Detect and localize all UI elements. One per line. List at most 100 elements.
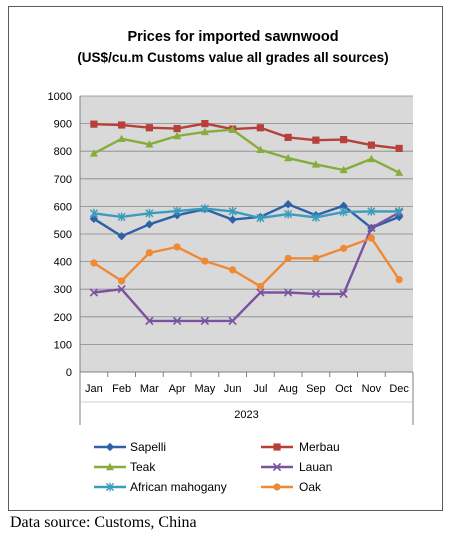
data-point-african-mahogany [145, 208, 154, 218]
data-point-merbau [90, 120, 98, 128]
legend-swatch-marker [273, 483, 281, 491]
y-axis-tick-labels: 0 100 200 300 400 500 600 700 800 900 1000 [48, 91, 72, 379]
data-point-african-mahogany [173, 206, 182, 216]
legend-label: Lauan [299, 460, 332, 474]
data-point-merbau [256, 124, 264, 132]
series-line-teak [93, 128, 400, 174]
series-lines [89, 120, 404, 326]
data-point-sapelli [145, 220, 154, 229]
y-tick-label: 600 [54, 201, 72, 213]
x-tick-label: Jul [253, 383, 267, 395]
legend-label: Sapelli [130, 440, 166, 454]
y-tick-label: 700 [54, 174, 72, 186]
legend-item-lauan: Lauan [261, 460, 332, 474]
data-point-teak [256, 145, 265, 154]
data-point-teak [117, 134, 126, 142]
data-point-teak [200, 127, 209, 136]
legend: Sapelli Merbau Teak Lauan African mahogany Oa… [94, 440, 340, 494]
data-point-lauan [283, 288, 293, 297]
data-point-lauan [200, 316, 210, 326]
data-point-lauan [311, 289, 321, 299]
legend-label: Teak [130, 460, 156, 474]
legend-label: Merbau [299, 440, 340, 454]
legend-item-sapelli: Sapelli [94, 440, 166, 454]
data-point-oak [145, 249, 153, 257]
data-point-oak [284, 254, 292, 262]
data-point-merbau [395, 144, 403, 153]
chart-subtitle: (US$/cu.m Customs value all grades all s… [77, 50, 388, 65]
data-point-merbau [284, 133, 292, 141]
data-point-oak [90, 259, 98, 267]
y-tick-label: 400 [54, 257, 72, 269]
x-tick-label: Oct [335, 383, 352, 395]
x-tick-label: Sep [306, 383, 326, 395]
legend-swatch-marker [273, 443, 281, 451]
x-tick-label: Mar [140, 383, 159, 395]
data-point-merbau [367, 141, 375, 149]
data-point-teak [339, 165, 348, 174]
data-point-oak [201, 257, 209, 265]
series-oak [90, 234, 403, 291]
data-point-sapelli [228, 215, 237, 224]
series-line-oak [93, 236, 401, 288]
data-point-african-mahogany [284, 209, 293, 219]
series-sapelli [89, 199, 404, 241]
data-point-lauan [145, 316, 154, 326]
data-point-oak [340, 244, 348, 252]
data-point-oak [173, 243, 181, 251]
data-point-african-mahogany [256, 213, 265, 223]
data-point-oak [395, 275, 403, 284]
data-point-african-mahogany [200, 204, 209, 214]
series-african-mahogany [89, 204, 404, 223]
x-tick-label: Aug [278, 383, 298, 395]
data-point-sapelli [117, 232, 126, 241]
series-lauan [89, 208, 404, 326]
data-point-teak [311, 160, 320, 168]
data-point-sapelli [394, 212, 404, 222]
chart-title: Prices for imported sawnwood [127, 29, 338, 45]
legend-item-african-mahogany: African mahogany [94, 480, 227, 494]
data-point-african-mahogany [311, 213, 320, 222]
data-point-lauan [339, 289, 348, 299]
legend-swatch-marker [105, 442, 115, 452]
data-point-lauan [367, 223, 376, 233]
data-point-oak [312, 254, 320, 262]
data-point-oak [118, 277, 126, 285]
data-point-teak [228, 125, 237, 133]
data-point-lauan [228, 316, 237, 326]
data-point-lauan [256, 288, 265, 297]
data-point-african-mahogany [339, 207, 348, 217]
series-line-sapelli [93, 202, 400, 238]
data-point-african-mahogany [395, 206, 404, 216]
legend-swatch-marker [272, 462, 282, 472]
y-tick-label: 100 [54, 339, 72, 351]
x-tick-label: Jun [224, 383, 242, 395]
data-point-lauan [117, 285, 126, 294]
x-tick-label: Nov [362, 383, 382, 395]
series-line-african-mahogany [93, 207, 400, 220]
y-tick-label: 1000 [48, 91, 72, 103]
x-tick-label: Apr [169, 383, 186, 395]
legend-item-oak: Oak [261, 480, 322, 494]
data-point-merbau [145, 124, 153, 132]
data-point-merbau [173, 124, 181, 133]
data-point-teak [395, 168, 404, 176]
y-tick-label: 200 [54, 312, 72, 324]
data-point-teak [284, 153, 293, 162]
y-tick-label: 500 [54, 229, 72, 241]
data-point-teak [145, 140, 154, 148]
data-point-african-mahogany [89, 208, 98, 218]
data-point-oak [256, 282, 264, 291]
data-point-african-mahogany [117, 212, 126, 222]
data-point-oak [367, 234, 375, 242]
x-axis-year-label: 2023 [234, 409, 258, 421]
x-tick-label: May [194, 383, 215, 395]
data-point-teak [367, 154, 376, 163]
data-point-merbau [340, 136, 348, 144]
data-point-sapelli [283, 199, 293, 209]
x-tick-label: Feb [112, 383, 131, 395]
y-tick-label: 300 [54, 284, 72, 296]
data-point-oak [229, 266, 237, 274]
legend-label: African mahogany [130, 480, 227, 494]
data-point-lauan [89, 288, 99, 297]
